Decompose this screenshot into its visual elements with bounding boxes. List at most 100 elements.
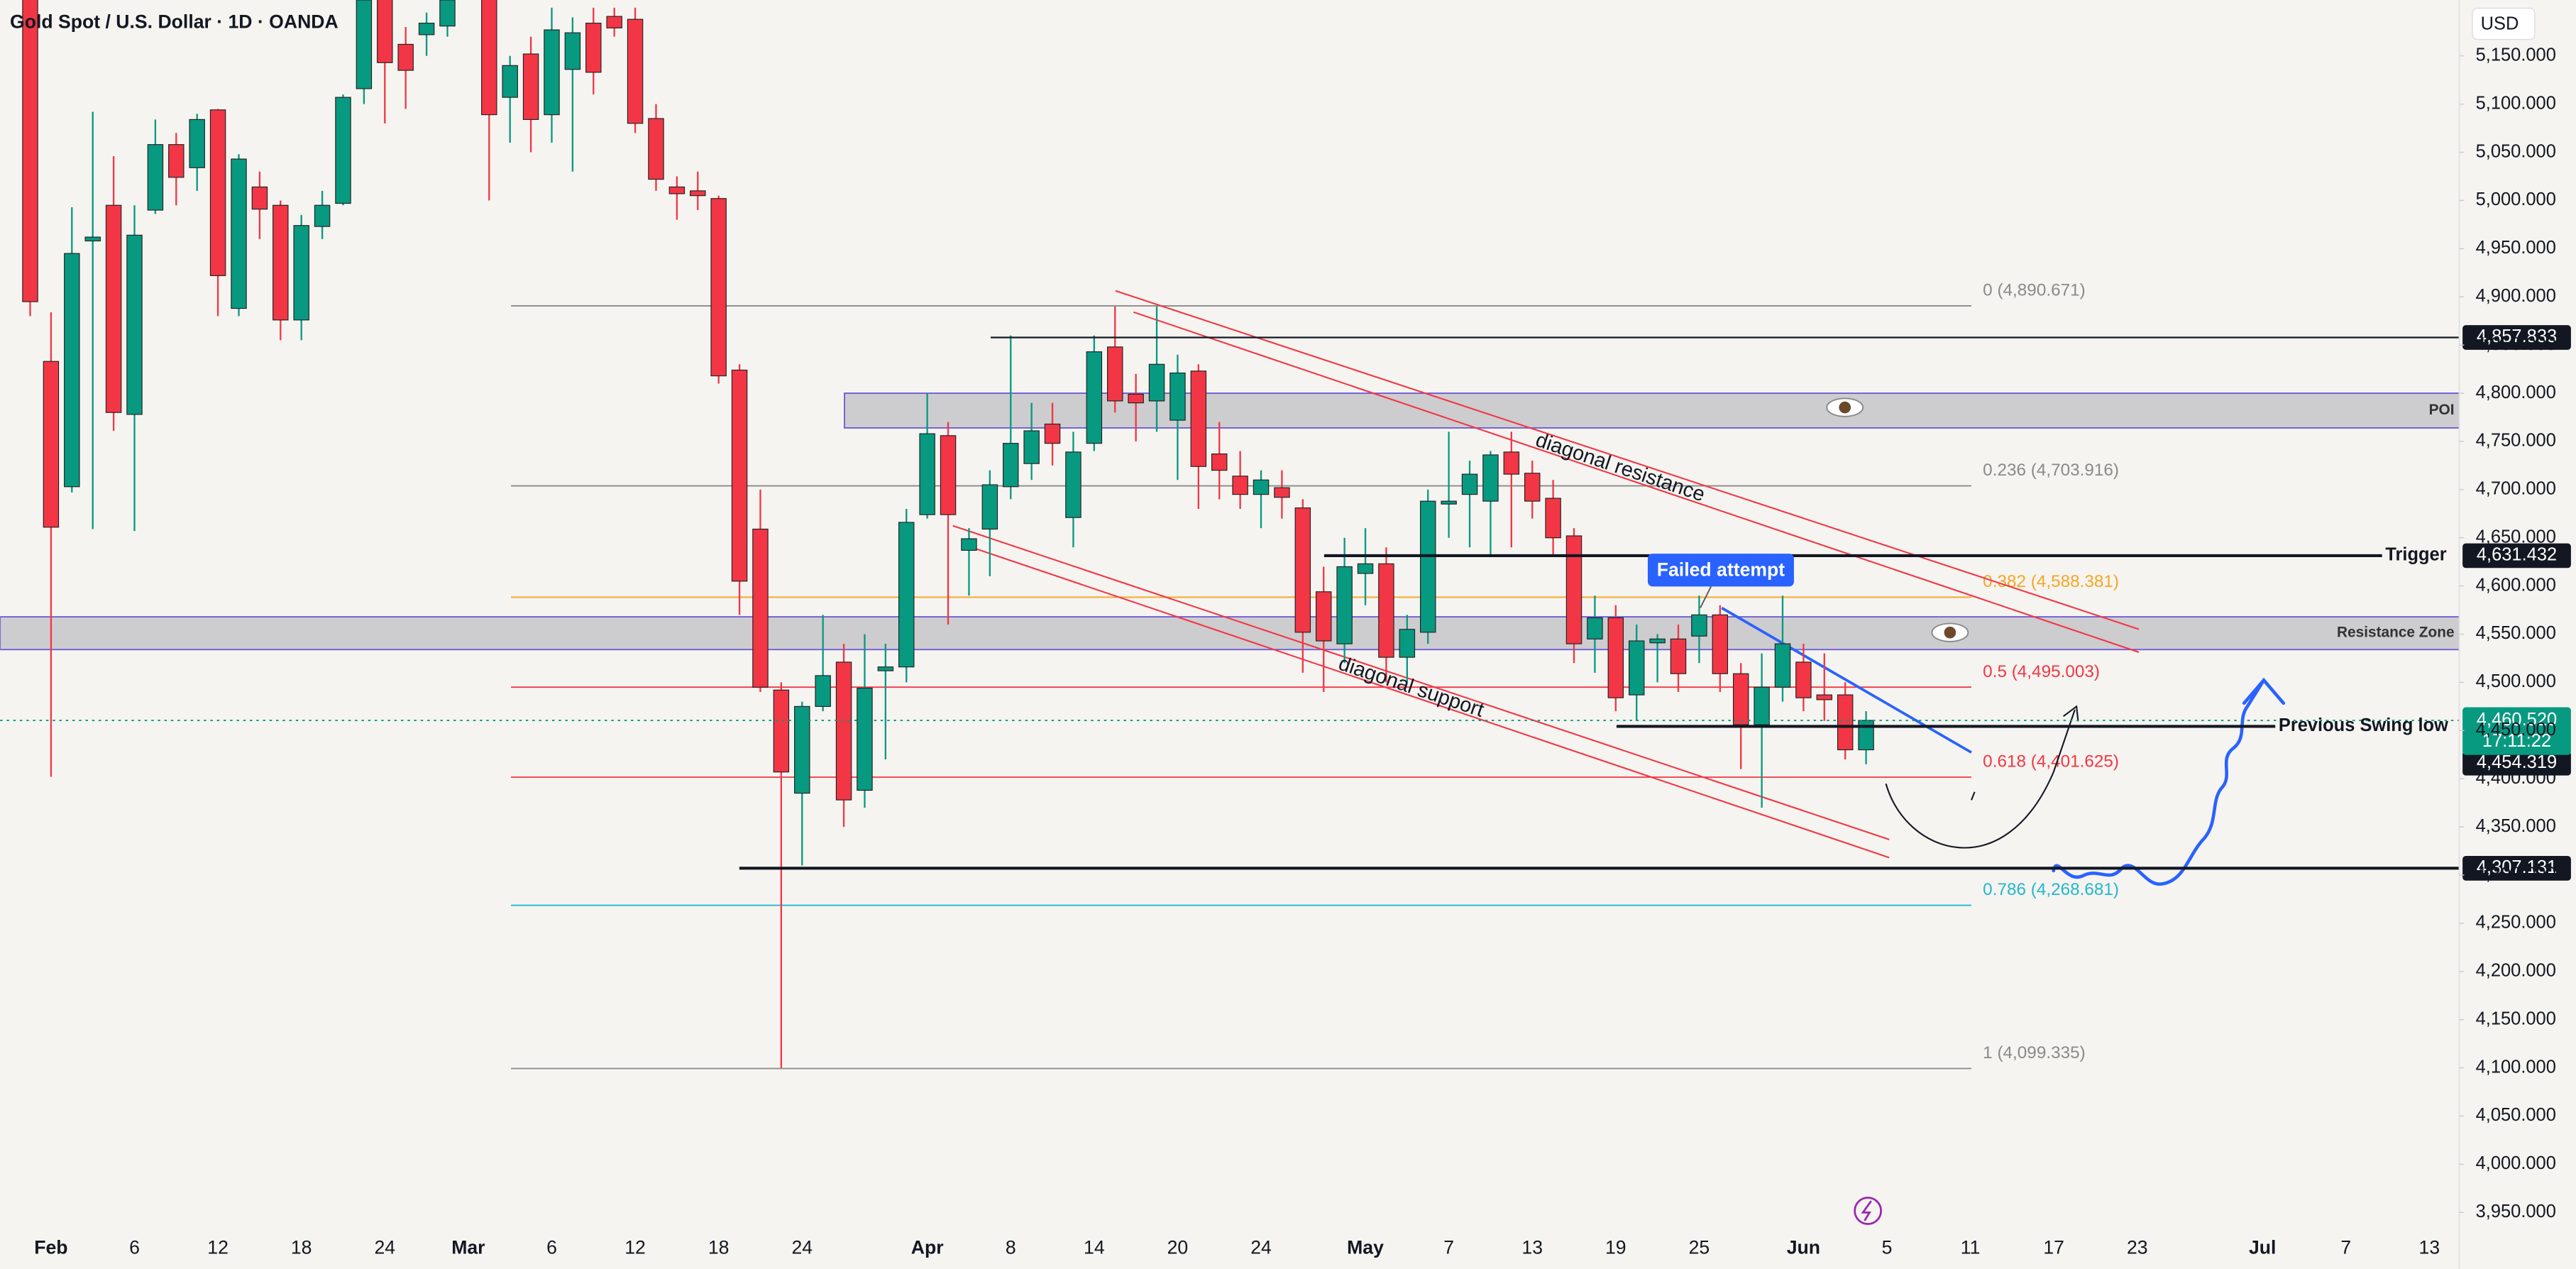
- candle-body: [668, 186, 686, 194]
- currency-box: [2472, 7, 2536, 40]
- blue-trend-line: [1721, 606, 1972, 754]
- fib-label: 0 (4,890.671): [1983, 281, 2086, 300]
- candle-body: [1023, 430, 1040, 464]
- axis-level-label: 4,454.319: [2477, 752, 2557, 772]
- axis-level-label: 4,857.833: [2477, 326, 2557, 346]
- candle-body: [1253, 479, 1270, 495]
- last-price-label: 4,460.520: [2477, 710, 2557, 730]
- price-axis: 5,150.000 5,100.000 5,050.000 5,000.000 4,95…: [2459, 45, 2556, 1221]
- candle-body: [1065, 451, 1081, 518]
- candle-body: [1316, 591, 1332, 642]
- candle-body: [1169, 372, 1186, 421]
- candle-body: [335, 97, 351, 204]
- candle-body: [481, 0, 497, 116]
- candle-body: [1336, 566, 1353, 644]
- axis-level-box: [2462, 543, 2571, 568]
- candle-body: [1044, 423, 1061, 444]
- countdown: 17:11:22: [2482, 731, 2551, 751]
- y-tick-label: 5,050.000: [2476, 141, 2556, 161]
- candle-body: [293, 225, 309, 321]
- zones: POI Resistance Zone: [0, 392, 2460, 651]
- y-tick-label: 4,600.000: [2476, 575, 2556, 595]
- x-tick-label: 24: [374, 1236, 395, 1258]
- axis-level-box: [2462, 750, 2571, 776]
- y-tick-label: 4,700.000: [2476, 479, 2556, 499]
- fib-label: 0.236 (4,703.916): [1983, 461, 2119, 480]
- candle-body: [835, 661, 852, 801]
- candle-body: [1503, 451, 1520, 475]
- candle-body: [1461, 473, 1478, 495]
- x-tick-label: Apr: [911, 1236, 944, 1258]
- y-tick-label: 4,250.000: [2476, 913, 2556, 933]
- x-tick-label: 5: [1882, 1236, 1893, 1258]
- level-name: Trigger: [2385, 545, 2446, 565]
- axis-level-label: 4,631.432: [2477, 545, 2557, 565]
- candle-body: [1003, 443, 1019, 488]
- candle-body: [1670, 638, 1687, 674]
- x-tick-label: Jun: [1787, 1236, 1820, 1258]
- x-tick-label: 19: [1605, 1236, 1626, 1258]
- level-name: Previous Swing low: [2279, 715, 2448, 735]
- zone-label: POI: [2429, 402, 2455, 418]
- candle-body: [627, 18, 644, 124]
- x-tick-label: Jul: [2249, 1236, 2276, 1258]
- candle-body: [1107, 346, 1123, 402]
- currency: USD: [2481, 13, 2519, 33]
- x-tick-label: 20: [1167, 1236, 1189, 1258]
- callout-box: [1647, 554, 1794, 587]
- candle-body: [231, 158, 247, 309]
- y-tick-label: 4,300.000: [2476, 864, 2556, 884]
- callout-text: Failed attempt: [1657, 559, 1785, 580]
- trend-line: [1133, 311, 2140, 653]
- y-tick-label: 5,000.000: [2476, 189, 2556, 209]
- y-tick-label: 4,400.000: [2476, 768, 2556, 788]
- candle-body: [940, 435, 957, 515]
- candles: [22, 0, 1874, 1068]
- candle-body: [961, 538, 977, 551]
- candle-body: [502, 65, 518, 98]
- zone: [0, 616, 2460, 651]
- x-tick-label: 18: [291, 1236, 312, 1258]
- candle-body: [1524, 473, 1541, 502]
- y-tick-label: 4,000.000: [2476, 1153, 2556, 1173]
- candle-body: [1545, 498, 1561, 539]
- candle-body: [1232, 476, 1248, 495]
- candle-body: [1441, 500, 1457, 505]
- candle-body: [731, 369, 748, 582]
- x-tick-label: May: [1347, 1236, 1384, 1258]
- x-tick-label: 18: [708, 1236, 730, 1258]
- candle-body: [439, 0, 456, 27]
- x-tick-label: 23: [2127, 1236, 2148, 1258]
- candle-body: [1712, 614, 1729, 674]
- x-tick-label: 12: [624, 1236, 646, 1258]
- x-tick-label: 13: [2419, 1236, 2440, 1258]
- candle-body: [1190, 370, 1207, 467]
- time-axis: Feb 6 12 18 24 Mar 6 12 18 24 Apr 8 14 20 24 May 7 13 19 25…: [34, 1236, 2440, 1258]
- projection-arrow: [1885, 705, 2079, 849]
- y-tick-label: 4,900.000: [2476, 286, 2556, 306]
- candle-body: [606, 16, 622, 28]
- y-tick-label: 4,950.000: [2476, 238, 2556, 258]
- candle-body: [1691, 614, 1707, 637]
- fib-label: 0.618 (4,401.625): [1983, 752, 2119, 771]
- candle-body: [251, 186, 268, 210]
- candle-body: [898, 522, 915, 668]
- candle-body: [544, 29, 560, 116]
- candle-body: [1274, 487, 1290, 498]
- candle-body: [857, 687, 873, 791]
- candle-body: [1128, 393, 1144, 404]
- candle-body: [1607, 617, 1624, 698]
- axis-level-box: [2462, 855, 2571, 881]
- candle-body: [1587, 617, 1603, 639]
- candle-body: [564, 32, 581, 70]
- candle-body: [273, 204, 289, 321]
- fib-label: 1 (4,099.335): [1983, 1043, 2086, 1062]
- axis-level-box: [2462, 325, 2571, 350]
- candle-body: [585, 23, 602, 73]
- y-tick-label: 4,800.000: [2476, 383, 2556, 402]
- candle-body: [752, 528, 769, 688]
- candle-body: [1858, 720, 1874, 751]
